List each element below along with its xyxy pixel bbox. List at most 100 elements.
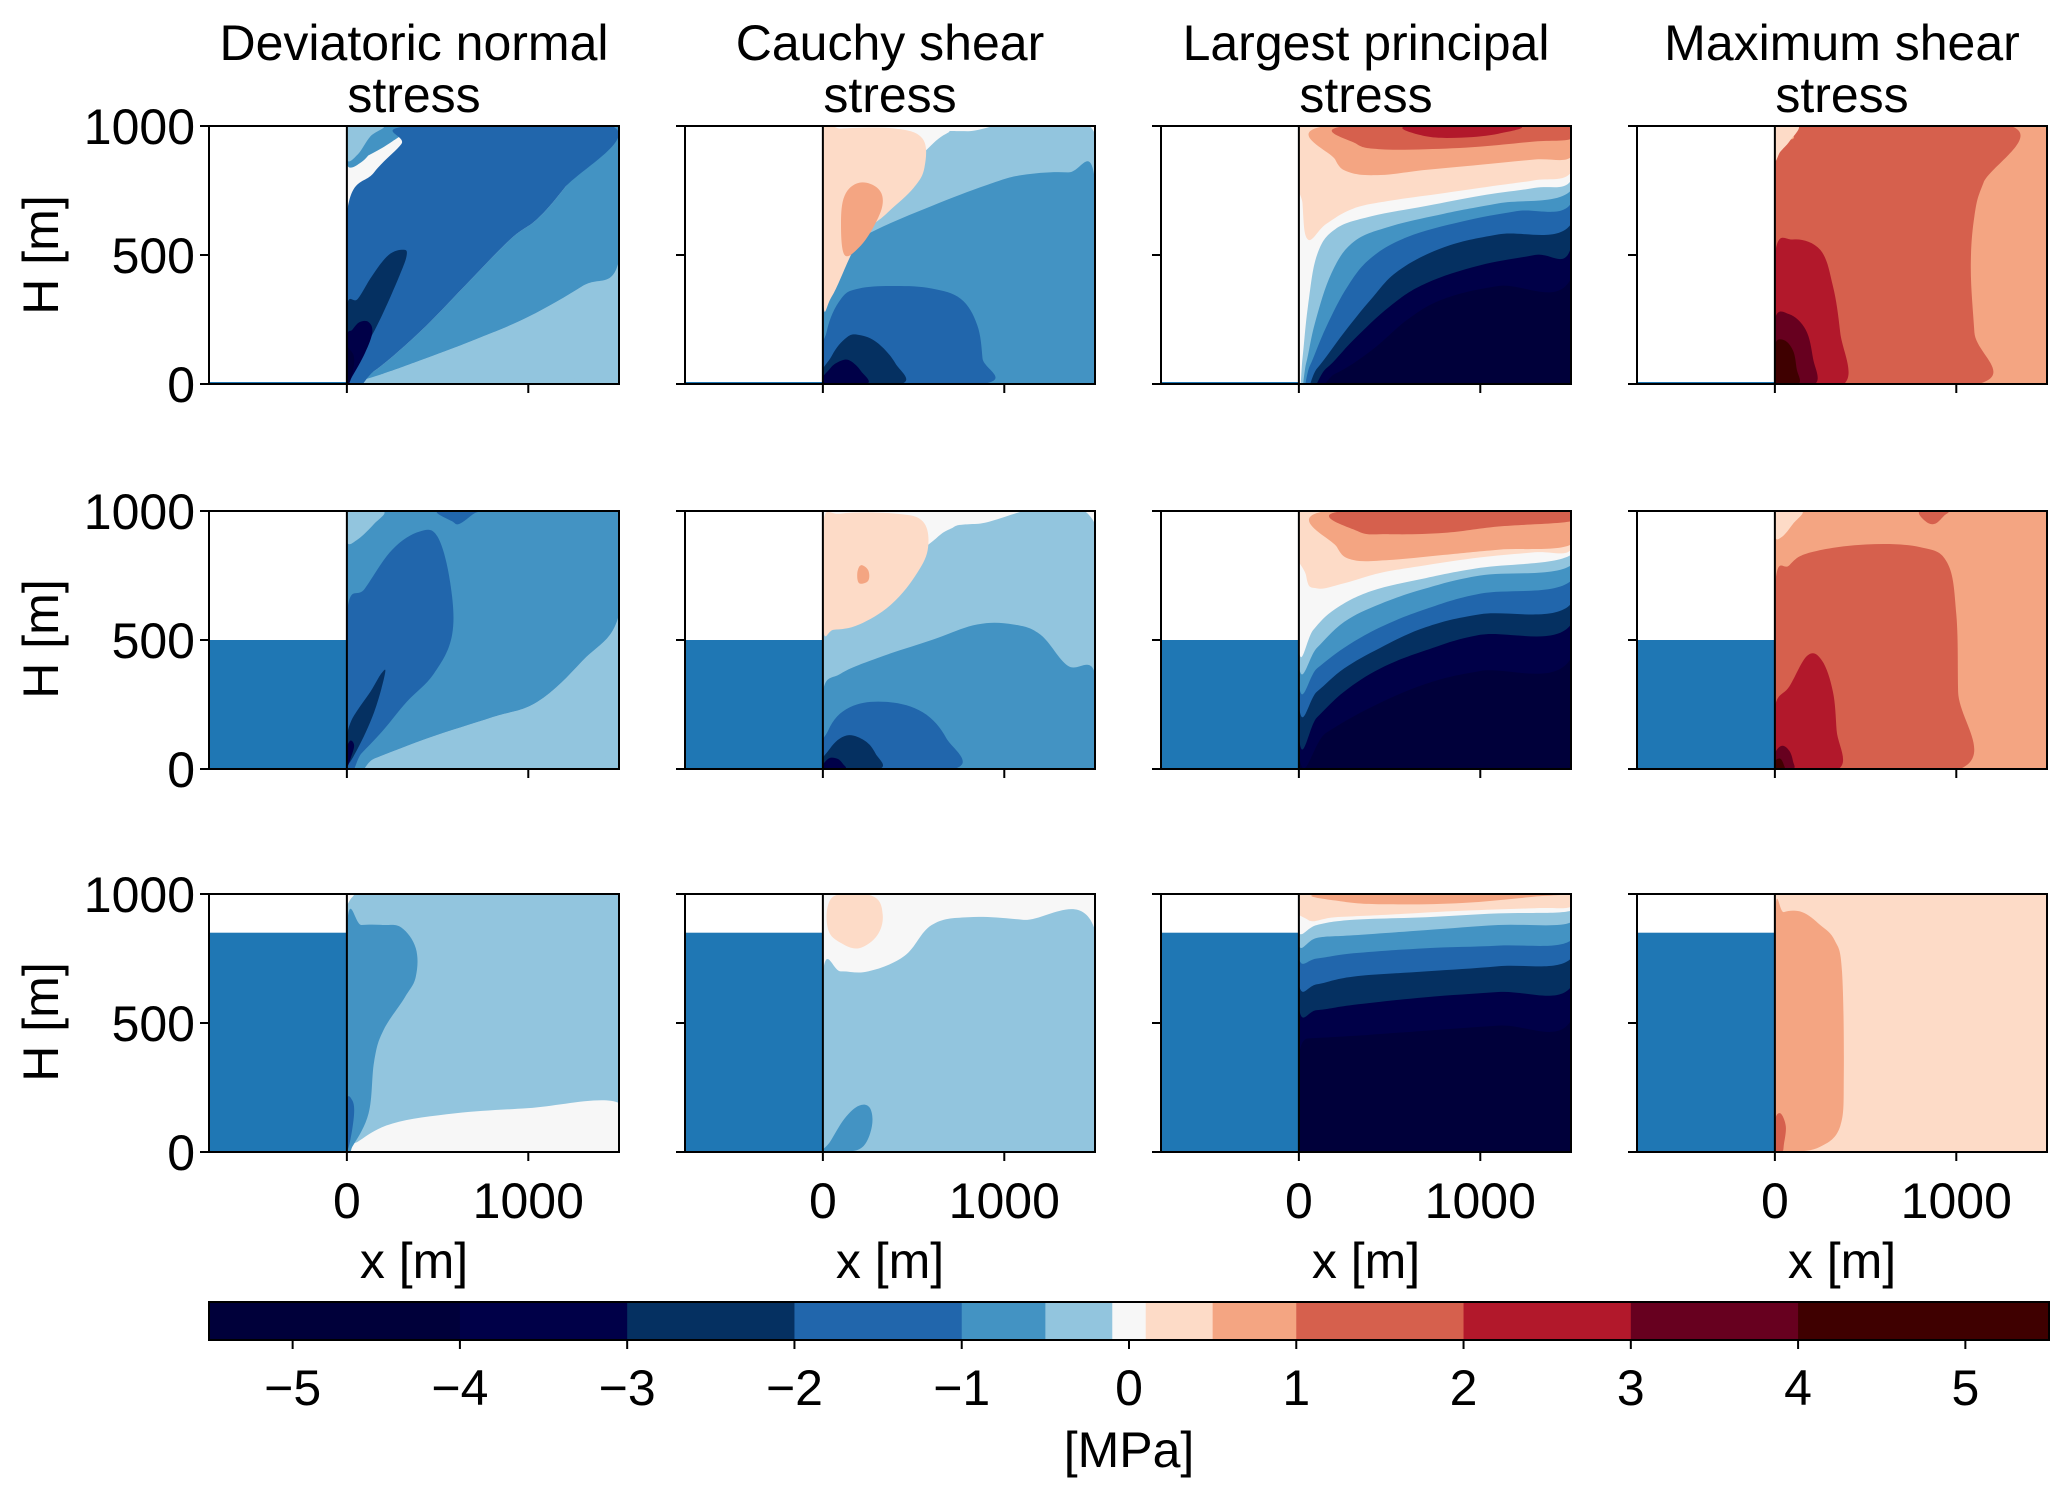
water-body xyxy=(685,932,823,1152)
colorbar-tick-label: 5 xyxy=(1951,1360,1979,1416)
contour-region-level-6 xyxy=(346,894,355,905)
y-tick-label: 1000 xyxy=(84,99,195,155)
colorbar-segment xyxy=(1045,1302,1113,1340)
y-tick-label: 1000 xyxy=(84,867,195,923)
panel-r2-c3 xyxy=(1628,893,2048,1161)
colorbar-segment xyxy=(1296,1302,1465,1340)
contour-field xyxy=(822,894,1095,1152)
contour-region-level-1 xyxy=(822,757,847,769)
contour-region-level-7 xyxy=(1774,511,1803,540)
colorbar-tick-label: 3 xyxy=(1617,1360,1645,1416)
colorbar-segment xyxy=(1212,1302,1297,1340)
contour-region-level-12 xyxy=(1774,339,1800,384)
contour-field xyxy=(1774,894,2047,1152)
colorbar-tick-label: −5 xyxy=(264,1360,321,1416)
contour-field xyxy=(1298,894,1571,1152)
panel-r0-c0: 0 500 1000 xyxy=(84,99,620,413)
contour-region-level-8 xyxy=(841,182,883,257)
colorbar-label: [MPa] xyxy=(1064,1422,1195,1478)
panel-r0-c3 xyxy=(1628,125,2048,393)
colorbar-tick-label: 2 xyxy=(1450,1360,1478,1416)
contour-region-level-9 xyxy=(1328,511,1571,535)
colorbar-tick-label: 4 xyxy=(1784,1360,1812,1416)
water-body xyxy=(1637,932,1775,1152)
contour-field xyxy=(822,511,1095,769)
panel-r2-c2 xyxy=(1152,893,1572,1161)
contour-region-level-5 xyxy=(346,611,619,769)
contour-region-level-5 xyxy=(822,909,1095,1152)
column-title-2-line-2: stress xyxy=(1299,67,1432,123)
colorbar-segment xyxy=(1463,1302,1632,1340)
x-axis-label: x [m] xyxy=(360,1233,468,1289)
column-title-1-line-1: Cauchy shear xyxy=(736,15,1045,71)
colorbar-segment xyxy=(1112,1302,1147,1340)
colorbar-segment xyxy=(1798,1302,2050,1340)
x-tick-label: 1000 xyxy=(1425,1173,1536,1229)
panel-r1-c3 xyxy=(1628,510,2048,778)
panel-r1-c2 xyxy=(1152,510,1572,778)
contour-region-level-1 xyxy=(346,740,355,767)
contour-field xyxy=(1298,126,1571,384)
x-tick-label: 0 xyxy=(1285,1173,1313,1229)
colorbar-tick-label: −4 xyxy=(431,1360,488,1416)
y-axis-labels: H [m] H [m] H [m] xyxy=(13,195,69,1081)
contour-region-level-8 xyxy=(1774,898,1844,1152)
contour-field xyxy=(822,126,1095,384)
y-tick-label: 500 xyxy=(112,613,195,669)
column-title-0-line-2: stress xyxy=(347,67,480,123)
air-region xyxy=(1637,126,1775,384)
colorbar-tick-label: 1 xyxy=(1282,1360,1310,1416)
x-axis-label: x [m] xyxy=(1788,1233,1896,1289)
colorbar-segment xyxy=(1630,1302,1799,1340)
contour-region-level-3 xyxy=(346,1096,355,1150)
colorbar: −5 −4 −3 −2 −1 0 1 2 3 4 5 xyxy=(208,1301,2050,1416)
contour-region-level-7 xyxy=(826,894,883,949)
contour-region-level-5 xyxy=(346,126,385,162)
colorbar-tick-label: −3 xyxy=(599,1360,656,1416)
x-tick-label: 1000 xyxy=(473,1173,584,1229)
water-body xyxy=(1637,640,1775,769)
y-tick-label: 500 xyxy=(112,228,195,284)
panels: 0 500 1000 0 500 1000 0 500 1000 xyxy=(84,99,2048,1181)
contour-region-level-8 xyxy=(857,565,870,584)
panel-r0-c1 xyxy=(676,125,1096,393)
contour-region-level-10 xyxy=(1774,653,1843,769)
contour-region-level-9 xyxy=(1918,511,1949,525)
colorbar-tick-label: −2 xyxy=(766,1360,823,1416)
contour-field xyxy=(1298,511,1571,769)
column-title-2-line-1: Largest principal xyxy=(1183,15,1550,71)
panel-r2-c0: 0 500 1000 xyxy=(84,867,620,1181)
contour-field xyxy=(346,894,619,1152)
air-region xyxy=(1161,126,1299,384)
air-region xyxy=(209,126,347,384)
contour-region-level-2 xyxy=(346,669,386,765)
column-title-1-line-2: stress xyxy=(823,67,956,123)
colorbar-segment xyxy=(627,1302,795,1340)
contour-region-level-3 xyxy=(436,511,482,525)
contour-region-level-7 xyxy=(1774,126,1799,161)
colorbar-segment xyxy=(459,1302,628,1340)
contour-field xyxy=(1774,511,2047,769)
water-body xyxy=(1161,932,1299,1152)
column-title-3-line-2: stress xyxy=(1775,67,1908,123)
contour-region-level-0 xyxy=(346,347,355,384)
contour-field xyxy=(346,126,619,384)
contour-region-level-12 xyxy=(1774,758,1785,769)
contour-region-level-8 xyxy=(1311,894,1569,905)
x-tick-label: 1000 xyxy=(949,1173,1060,1229)
x-axis-label: x [m] xyxy=(1312,1233,1420,1289)
colorbar-tick-label: −1 xyxy=(933,1360,990,1416)
contour-region-level-5 xyxy=(346,256,619,384)
contour-region-level-1 xyxy=(822,359,869,384)
colorbar-segment xyxy=(794,1302,963,1340)
x-tick-label: 0 xyxy=(333,1173,361,1229)
water-body xyxy=(1161,640,1299,769)
colorbar-tick-label: 0 xyxy=(1115,1360,1143,1416)
contour-region-level-4 xyxy=(822,1104,873,1152)
column-title-3-line-1: Maximum shear xyxy=(1664,15,2020,71)
y-tick-label: 500 xyxy=(112,996,195,1052)
column-titles: Deviatoric normal stress Cauchy shear st… xyxy=(219,15,2019,123)
column-title-0-line-1: Deviatoric normal xyxy=(219,15,608,71)
